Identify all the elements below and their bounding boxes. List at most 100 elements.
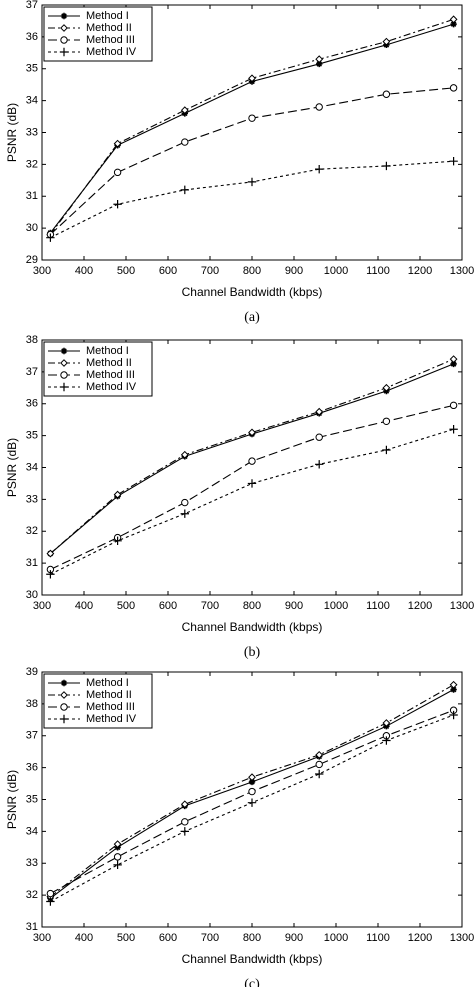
marker-shape [315,164,324,174]
x-tick-label: 800 [243,600,261,612]
marker [248,457,256,465]
marker-shape [180,185,189,195]
marker [247,798,257,807]
marker-shape [46,549,55,558]
marker [449,84,458,92]
marker [59,714,69,724]
marker [46,570,55,579]
marker-shape [60,703,68,711]
y-tick-label: 34 [26,95,38,107]
caption: (b) [244,645,261,660]
marker-shape [247,798,257,807]
marker-shape [248,114,256,122]
y-tick-label: 34 [26,825,38,837]
x-tick-label: 600 [159,265,177,277]
marker-shape [382,417,391,425]
marker [450,686,457,693]
marker-shape [248,773,256,782]
marker-shape [382,719,391,727]
marker [113,860,122,870]
marker-shape [248,74,256,83]
marker [60,24,68,32]
marker [46,889,55,898]
legend-label: Method III [86,701,135,713]
x-tick-label: 900 [285,932,303,944]
marker [247,177,257,187]
marker [60,359,68,367]
x-tick-label: 800 [243,932,261,944]
x-tick-label: 400 [75,932,93,944]
y-tick-label: 35 [26,793,38,805]
marker-shape [248,428,256,437]
marker [46,233,55,242]
marker-shape [113,536,122,546]
marker-shape [382,445,391,455]
marker-shape [450,360,457,368]
marker-shape [382,90,391,98]
marker [59,47,69,57]
marker-shape [180,827,189,836]
marker [382,383,391,392]
marker-shape [180,450,189,459]
marker-shape [60,347,68,355]
marker-shape [315,407,324,416]
marker-shape [316,60,323,68]
marker [450,360,457,368]
marker [60,371,68,379]
marker-shape [181,818,189,826]
marker-shape [248,778,256,786]
series-line [50,714,454,902]
y-tick-label: 29 [26,254,38,266]
marker [449,355,458,364]
marker [315,55,324,64]
marker [316,60,323,68]
x-axis-label: Channel Bandwidth (kbps) [182,620,323,634]
marker-shape [113,490,122,499]
marker-shape [315,760,323,769]
marker-shape [60,371,68,379]
x-tick-label: 300 [33,265,51,277]
series-line [50,160,454,239]
x-tick-label: 500 [117,265,135,277]
marker [315,760,323,769]
marker [449,425,458,434]
marker [60,703,68,711]
y-tick-label: 30 [26,222,38,234]
marker [248,787,256,796]
marker-shape [449,425,458,434]
marker-shape [180,106,189,115]
marker-shape [315,433,323,441]
marker-shape [59,714,69,724]
legend-label: Method II [86,689,132,701]
x-tick-label: 500 [117,932,135,944]
x-tick-label: 1100 [366,932,390,944]
marker [113,168,122,177]
marker-shape [113,200,122,209]
marker-shape [315,750,324,759]
y-tick-label: 37 [26,730,38,742]
x-axis-label: Channel Bandwidth (kbps) [182,285,323,299]
x-tick-label: 1300 [450,265,474,277]
marker [248,114,256,122]
marker [315,103,323,111]
y-tick-label: 36 [26,398,38,410]
marker-shape [315,55,324,64]
marker [113,853,122,861]
y-tick-label: 38 [26,698,38,710]
marker [60,12,68,20]
marker [315,460,324,469]
marker-shape [382,37,391,46]
x-tick-label: 800 [243,265,261,277]
marker-shape [60,691,68,699]
marker [382,37,391,46]
marker [113,490,122,499]
marker-shape [247,479,257,488]
marker [449,710,458,720]
marker [382,90,391,98]
x-tick-label: 700 [201,265,219,277]
marker [248,778,256,786]
marker-shape [449,680,458,689]
x-tick-label: 400 [75,265,93,277]
marker-shape [315,769,324,779]
marker [247,479,257,488]
